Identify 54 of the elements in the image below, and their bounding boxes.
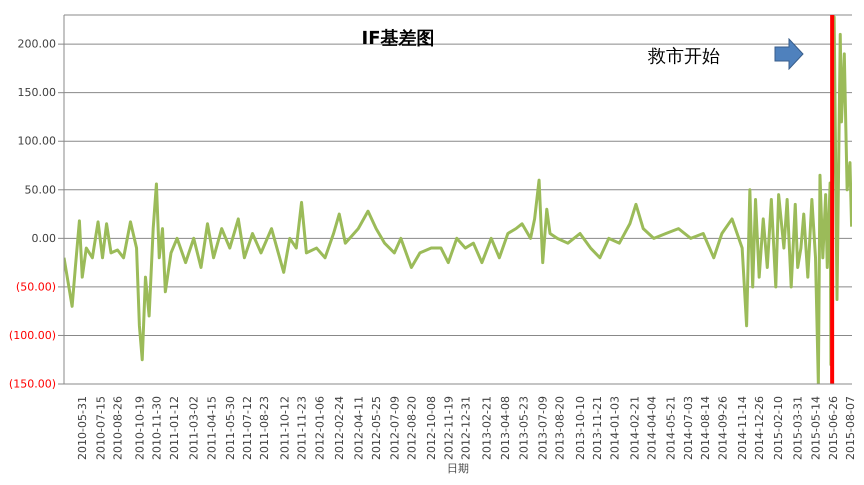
x-tick-label: 2011-07-12 [241,396,254,460]
x-tick-label: 2012-05-25 [370,396,384,460]
x-axis-title: 日期 [447,462,469,475]
annotation: 救市开始 [648,45,720,68]
x-tick-label: 2013-02-21 [480,396,494,460]
x-tick-label: 2013-07-09 [536,396,550,460]
x-tick-label: 2010-08-26 [112,396,125,460]
x-tick-label: 2012-11-19 [442,396,456,460]
x-tick-label: 2011-03-02 [188,396,201,460]
x-tick-label: 2014-07-03 [682,396,695,460]
y-tick-label: 150.00 [18,86,56,100]
x-tick-label: 2012-12-31 [459,396,472,460]
x-tick-label: 2014-12-26 [753,396,766,460]
x-tick-label: 2010-05-31 [76,396,90,460]
x-tick-label: 2015-02-10 [772,396,785,460]
y-tick-label: 100.00 [18,134,56,148]
x-tick-label: 2013-08-20 [553,396,566,460]
x-tick-label: 2015-05-14 [810,396,823,460]
x-tick-label: 2015-06-26 [826,396,840,460]
x-tick-label: 2015-03-31 [792,396,805,460]
x-tick-label: 2014-02-21 [628,396,642,460]
x-tick-label: 2014-04-04 [645,396,658,460]
x-tick-label: 2010-10-19 [133,396,146,460]
x-tick-label: 2012-07-09 [388,396,402,460]
x-tick-label: 2012-02-24 [333,396,346,460]
y-tick-label: 50.00 [24,183,56,196]
y-tick-label: 0.00 [32,232,56,245]
x-tick-label: 2014-11-14 [736,396,750,460]
x-tick-label: 2011-08-23 [258,396,272,460]
x-tick-label: 2013-10-10 [574,396,588,460]
x-tick-label: 2011-05-30 [224,396,237,460]
text: IF基差图 [360,27,436,50]
x-tick-label: 2014-05-21 [664,396,678,460]
x-tick-label: 2010-11-30 [150,396,164,460]
x-tick-label: 2012-10-08 [425,396,438,460]
x-tick-label: 2011-04-15 [206,396,219,460]
x-tick-label: 2012-01-06 [313,396,326,460]
x-tick-label: 2011-11-23 [296,396,309,460]
x-tick-label: 2011-01-12 [168,396,181,460]
x-tick-label: 2014-01-03 [608,396,622,460]
x-tick-label: 2011-10-12 [278,396,292,460]
x-tick-label: 2013-04-08 [499,396,512,460]
x-tick-label: 2014-09-26 [716,396,730,460]
y-tick-label: (50.00) [16,280,56,294]
y-tick-label: 200.00 [18,38,56,51]
x-tick-label: 2012-04-11 [352,396,366,460]
y-tick-label: (150.00) [8,378,56,390]
x-tick-label: 2014-08-14 [698,396,712,460]
x-tick-label: 2010-07-15 [94,396,108,460]
x-tick-label: 2015-08-07 [844,396,857,460]
x-tick-label: 2013-11-21 [591,396,604,460]
x-tick-label: 2013-05-23 [517,396,530,460]
x-tick-label: 2012-08-20 [405,396,418,460]
y-tick-label: (100.00) [8,328,56,342]
